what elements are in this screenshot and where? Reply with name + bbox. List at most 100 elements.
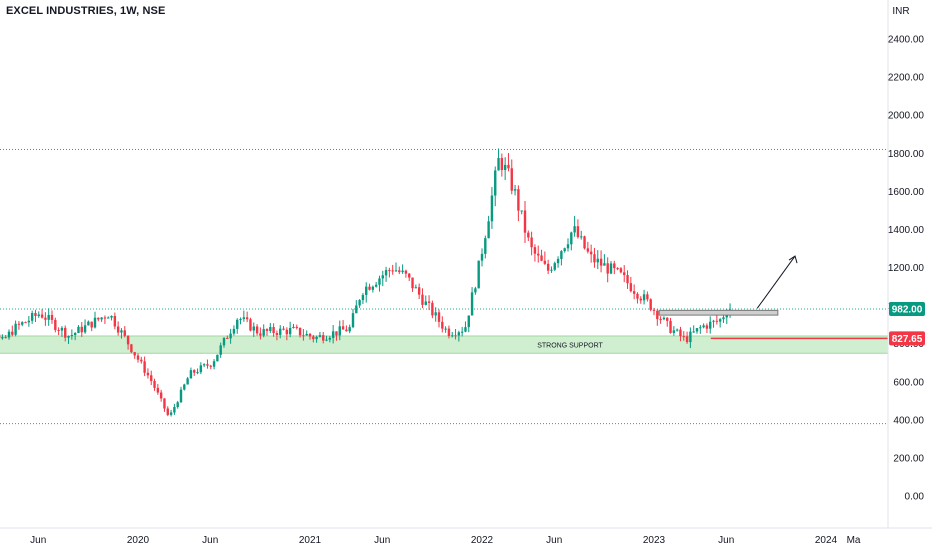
candle-up — [60, 327, 64, 331]
candle-up — [315, 336, 318, 340]
candle-down — [537, 253, 540, 256]
candle-up — [110, 315, 113, 318]
candle-up — [414, 287, 418, 289]
x-tick-label: Jun — [202, 535, 218, 546]
candle-down — [298, 327, 302, 336]
y-tick-label: 600.00 — [893, 377, 924, 388]
candle-down — [4, 337, 7, 339]
candle-up — [460, 331, 464, 333]
candle-down — [44, 317, 47, 320]
candle-up — [202, 364, 206, 366]
candle-down — [546, 263, 550, 271]
candle-up — [494, 170, 497, 196]
candle-up — [550, 269, 553, 271]
candle-up — [70, 335, 74, 337]
candle-down — [636, 293, 639, 299]
candle-down — [705, 325, 709, 329]
candle-down — [629, 283, 633, 292]
candle-down — [295, 326, 298, 328]
candle-down — [24, 322, 27, 324]
candle-down — [97, 317, 100, 320]
candle-down — [441, 321, 444, 329]
candle-up — [573, 226, 576, 233]
candle-up — [365, 286, 368, 295]
projection-arrow-head — [788, 255, 798, 264]
candle-down — [589, 251, 593, 255]
x-tick-label: 2023 — [643, 535, 666, 546]
candle-down — [285, 329, 289, 335]
candle-down — [599, 258, 603, 266]
candle-down — [265, 329, 269, 331]
candle-down — [715, 320, 719, 322]
candle-up — [216, 354, 219, 362]
candle-up — [725, 314, 728, 318]
candle-up — [374, 284, 378, 287]
y-tick-label: 200.00 — [893, 453, 924, 464]
x-tick-label: Ma — [847, 535, 861, 546]
candle-up — [722, 317, 725, 320]
candle-up — [348, 327, 351, 332]
candle-up — [672, 330, 676, 333]
candle-down — [437, 312, 441, 322]
candle-up — [176, 402, 179, 407]
candle-down — [619, 268, 623, 273]
candle-up — [27, 320, 31, 323]
candle-down — [163, 398, 166, 409]
candle-up — [262, 329, 265, 336]
candle-down — [649, 299, 652, 310]
candle-down — [159, 392, 163, 399]
candle-down — [308, 333, 312, 337]
candle-up — [292, 326, 295, 328]
y-tick-label: 0.00 — [905, 492, 925, 503]
candle-down — [54, 319, 57, 330]
candle-down — [669, 320, 672, 333]
candle-up — [212, 361, 216, 367]
candle-up — [553, 263, 556, 270]
candle-up — [242, 317, 246, 320]
candle-down — [523, 210, 527, 233]
candle-down — [302, 335, 305, 337]
candle-up — [7, 331, 11, 338]
candle-down — [417, 287, 421, 295]
candle-up — [566, 244, 570, 249]
candle-up — [467, 315, 470, 328]
y-tick-label: 2000.00 — [888, 111, 925, 122]
candle-up — [699, 327, 702, 329]
candle-down — [275, 333, 279, 335]
candle-down — [540, 255, 543, 261]
x-tick-label: Jun — [30, 535, 46, 546]
candle-up — [470, 292, 474, 316]
candle-down — [345, 329, 348, 332]
candle-up — [87, 321, 90, 326]
candle-up — [401, 270, 404, 273]
candle-up — [173, 406, 176, 413]
x-tick-label: 2021 — [299, 535, 322, 546]
candle-down — [226, 337, 229, 339]
candle-down — [116, 326, 120, 333]
candle-down — [639, 298, 642, 301]
candle-up — [183, 384, 186, 390]
x-tick-label: Jun — [546, 535, 562, 546]
candle-down — [209, 365, 212, 367]
candle-up — [331, 331, 335, 338]
candle-down — [388, 270, 391, 272]
candle-up — [580, 236, 583, 238]
candle-up — [434, 312, 437, 316]
candle-down — [11, 331, 14, 335]
candle-up — [560, 251, 563, 259]
x-tick-label: 2022 — [471, 535, 494, 546]
y-tick-label: 1800.00 — [888, 149, 925, 160]
current-price-badge — [889, 302, 925, 317]
candle-up — [394, 270, 398, 272]
candle-down — [282, 328, 285, 330]
y-tick-label: 400.00 — [893, 415, 924, 426]
candle-up — [424, 301, 427, 305]
candle-up — [484, 238, 487, 254]
candle-down — [156, 387, 160, 393]
candle-up — [305, 333, 308, 336]
candle-down — [421, 294, 424, 305]
candle-down — [133, 352, 136, 356]
chart-title: EXCEL INDUSTRIES, 1W, NSE — [6, 5, 166, 17]
candle-up — [503, 164, 507, 171]
